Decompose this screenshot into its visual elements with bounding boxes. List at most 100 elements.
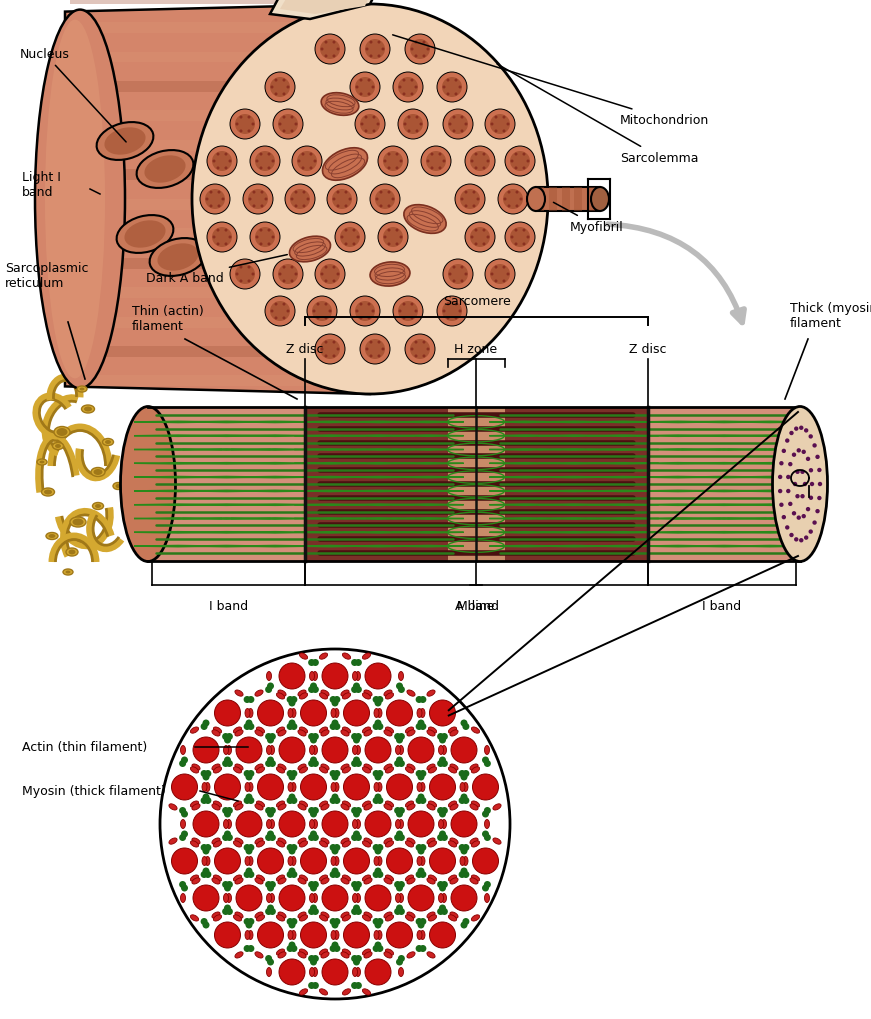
Polygon shape (448, 408, 505, 561)
Circle shape (410, 317, 414, 320)
Ellipse shape (321, 952, 329, 958)
Circle shape (439, 905, 446, 912)
Circle shape (461, 130, 463, 133)
Ellipse shape (213, 767, 221, 773)
Ellipse shape (276, 767, 285, 773)
Circle shape (353, 229, 355, 232)
Circle shape (817, 469, 821, 473)
Circle shape (274, 94, 278, 97)
Ellipse shape (449, 915, 456, 921)
Ellipse shape (384, 839, 392, 845)
Circle shape (265, 881, 272, 889)
Circle shape (388, 229, 390, 232)
Circle shape (394, 734, 402, 740)
Ellipse shape (527, 187, 545, 212)
Circle shape (795, 470, 800, 475)
Circle shape (248, 190, 268, 210)
Ellipse shape (224, 819, 228, 828)
Circle shape (360, 79, 362, 83)
Ellipse shape (169, 839, 177, 845)
Circle shape (247, 723, 254, 731)
Circle shape (246, 921, 253, 928)
Circle shape (355, 87, 359, 90)
Circle shape (269, 807, 276, 814)
Circle shape (794, 538, 799, 542)
Circle shape (396, 884, 403, 892)
Ellipse shape (417, 783, 422, 792)
Ellipse shape (321, 912, 329, 918)
Ellipse shape (773, 408, 827, 561)
Ellipse shape (278, 804, 286, 810)
Circle shape (308, 760, 315, 767)
Circle shape (801, 515, 806, 519)
Circle shape (808, 435, 813, 439)
Circle shape (806, 507, 810, 512)
Ellipse shape (269, 819, 274, 828)
Ellipse shape (39, 461, 44, 464)
Circle shape (353, 244, 355, 247)
Text: Sarcomere: Sarcomere (442, 294, 510, 308)
Ellipse shape (309, 672, 314, 681)
Ellipse shape (300, 949, 307, 955)
Ellipse shape (404, 206, 446, 234)
Ellipse shape (248, 709, 253, 717)
Ellipse shape (427, 690, 436, 697)
Circle shape (398, 110, 428, 140)
Circle shape (200, 871, 207, 878)
Circle shape (260, 154, 262, 157)
Text: Actin (thin filament): Actin (thin filament) (22, 741, 147, 754)
Circle shape (312, 908, 319, 915)
Circle shape (395, 167, 399, 170)
Ellipse shape (353, 894, 357, 903)
Ellipse shape (309, 819, 314, 828)
Circle shape (265, 199, 267, 202)
Circle shape (200, 723, 207, 731)
Circle shape (282, 317, 286, 320)
Ellipse shape (278, 764, 286, 770)
Circle shape (503, 130, 505, 133)
Circle shape (353, 737, 360, 744)
Circle shape (333, 199, 335, 202)
Circle shape (453, 266, 456, 269)
Ellipse shape (449, 801, 456, 807)
Circle shape (415, 945, 422, 952)
Circle shape (160, 649, 510, 999)
Ellipse shape (103, 439, 113, 446)
Ellipse shape (191, 728, 199, 734)
Ellipse shape (407, 952, 415, 958)
Circle shape (813, 521, 817, 525)
Circle shape (417, 867, 424, 874)
Ellipse shape (213, 728, 221, 734)
Ellipse shape (342, 915, 351, 921)
Circle shape (461, 280, 463, 283)
Circle shape (235, 265, 255, 284)
Ellipse shape (407, 730, 415, 737)
Circle shape (510, 236, 514, 239)
Circle shape (422, 341, 426, 344)
Ellipse shape (256, 767, 265, 773)
Ellipse shape (226, 894, 232, 903)
Ellipse shape (255, 764, 263, 770)
Circle shape (376, 918, 383, 925)
Ellipse shape (470, 878, 478, 884)
Circle shape (415, 55, 417, 58)
Ellipse shape (91, 468, 105, 477)
Ellipse shape (233, 767, 241, 773)
Circle shape (224, 811, 231, 817)
Circle shape (312, 807, 319, 814)
Ellipse shape (342, 875, 351, 881)
Circle shape (415, 696, 422, 703)
Circle shape (472, 192, 476, 195)
Circle shape (396, 830, 403, 838)
Circle shape (224, 757, 231, 764)
Circle shape (376, 770, 383, 777)
Circle shape (373, 130, 375, 133)
Ellipse shape (320, 767, 327, 773)
Ellipse shape (298, 764, 306, 770)
Circle shape (244, 696, 251, 703)
Ellipse shape (438, 819, 443, 828)
Circle shape (236, 738, 262, 763)
Circle shape (804, 536, 808, 540)
Circle shape (516, 192, 518, 195)
Circle shape (485, 110, 515, 140)
